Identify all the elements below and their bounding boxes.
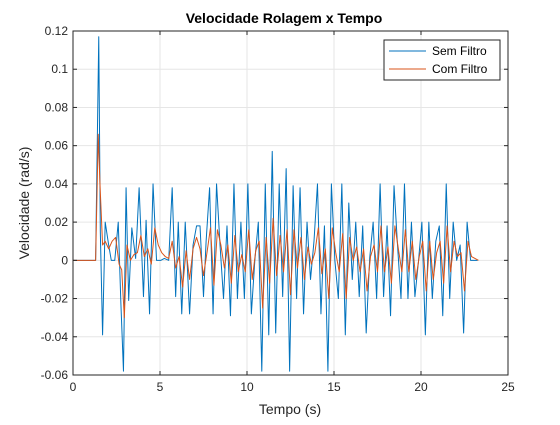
x-axis-label: Tempo (s)	[259, 401, 321, 417]
axes-box	[72, 30, 509, 376]
legend-label-sem-filtro: Sem Filtro	[432, 44, 487, 58]
legend-label-com-filtro: Com Filtro	[432, 62, 488, 76]
y-tick-label: 0.12	[45, 24, 69, 38]
y-axis-label: Velocidade (rad/s)	[16, 147, 32, 260]
y-tick-label: -0.04	[41, 330, 69, 344]
y-tick-label: -0.02	[41, 292, 69, 306]
x-tick-label: 0	[70, 380, 77, 394]
x-tick-label: 20	[414, 380, 428, 394]
x-tick-label: 25	[501, 380, 515, 394]
chart-title: Velocidade Rolagem x Tempo	[186, 10, 383, 26]
x-tick-label: 5	[157, 380, 164, 394]
x-tick-label: 10	[240, 380, 254, 394]
y-tick-label: -0.06	[41, 368, 69, 382]
series-line-com-filtro	[73, 133, 479, 319]
y-tick-label: 0.06	[45, 139, 69, 153]
y-tick-label: 0.08	[45, 100, 69, 114]
y-tick-label: 0.02	[45, 215, 69, 229]
y-tick-label: 0.1	[51, 62, 68, 76]
y-tick-label: 0	[61, 253, 68, 267]
x-tick-label: 15	[327, 380, 341, 394]
plot-area: 0 5 10 15 20 25 -0.06 -0.04 -0.02 0 0.02 0.04 0.06 0.…	[41, 24, 515, 394]
legend: Sem Filtro Com Filtro	[383, 39, 501, 81]
legend-box	[383, 39, 501, 81]
y-tick-label: 0.04	[45, 177, 69, 191]
